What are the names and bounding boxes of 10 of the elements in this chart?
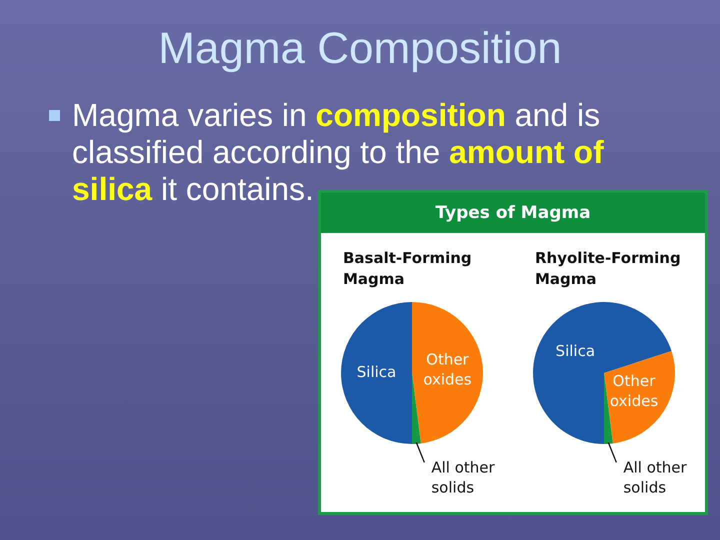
chart-title: Basalt-Forming Magma [343, 248, 473, 290]
slice-label: Other oxides [423, 350, 472, 389]
text: Magma Composition [157, 24, 563, 74]
slice-label: Silica [356, 362, 396, 381]
slice-label: Silica [556, 342, 596, 360]
chart-title: Rhyolite-Forming Magma [535, 248, 682, 290]
slice-label: Other oxides [610, 372, 658, 410]
slice-label: All other solids [623, 458, 688, 496]
text: Types of Magma [321, 193, 705, 233]
slice-label: All other solids [431, 458, 496, 496]
